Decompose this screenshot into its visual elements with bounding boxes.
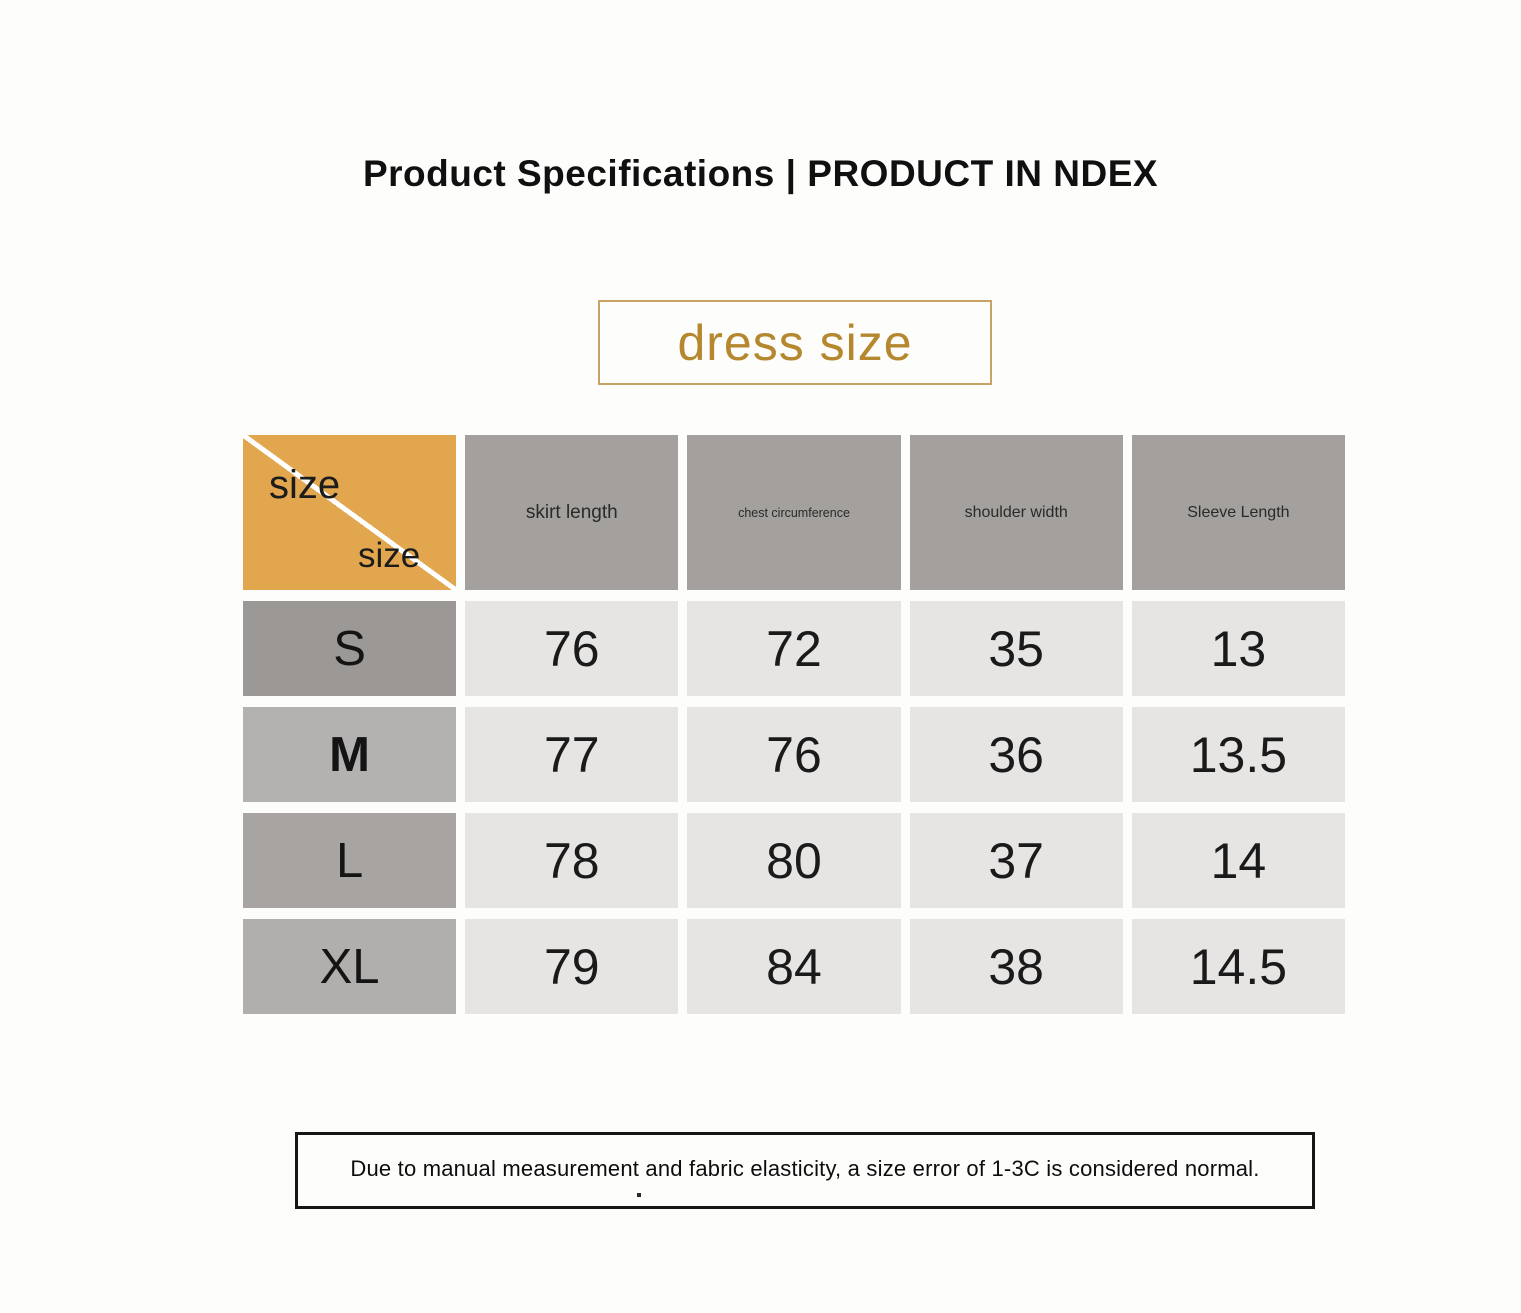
value-cell: 35 [909,601,1123,696]
row-label-m: M [243,707,457,802]
stray-dot-artifact [637,1193,641,1197]
dress-size-badge: dress size [598,300,992,385]
row-label-xl: XL [243,919,457,1014]
disclaimer-text: Due to manual measurement and fabric ela… [350,1155,1260,1181]
corner-top-label: size [269,463,341,507]
value-cell: 84 [687,919,901,1014]
page-title: Product Specifications | PRODUCT IN NDEX [362,153,1159,194]
value-cell: 72 [687,601,901,696]
value-cell: 13.5 [1131,707,1345,802]
value-cell: 77 [465,707,679,802]
value-cell: 36 [909,707,1123,802]
value-cell: 37 [909,813,1123,908]
value-cell: 79 [465,919,679,1014]
size-table: size size skirt length chest circumferen… [243,435,1345,1014]
column-header-chest-circumference: chest circumference [687,435,901,590]
value-cell: 80 [687,813,901,908]
column-header-shoulder-width: shoulder width [909,435,1123,590]
corner-bottom-label: size [357,536,421,575]
value-cell: 76 [465,601,679,696]
column-header-sleeve-length: Sleeve Length [1131,435,1345,590]
row-label-s: S [243,601,457,696]
value-cell: 38 [909,919,1123,1014]
value-cell: 14 [1131,813,1345,908]
column-header-skirt-length: skirt length [465,435,679,590]
row-label-l: L [243,813,457,908]
value-cell: 78 [465,813,679,908]
dress-size-badge-label: dress size [677,314,913,371]
value-cell: 76 [687,707,901,802]
disclaimer-box: Due to manual measurement and fabric ela… [295,1132,1315,1209]
table-corner-cell: size size [243,435,457,590]
value-cell: 13 [1131,601,1345,696]
value-cell: 14.5 [1131,919,1345,1014]
